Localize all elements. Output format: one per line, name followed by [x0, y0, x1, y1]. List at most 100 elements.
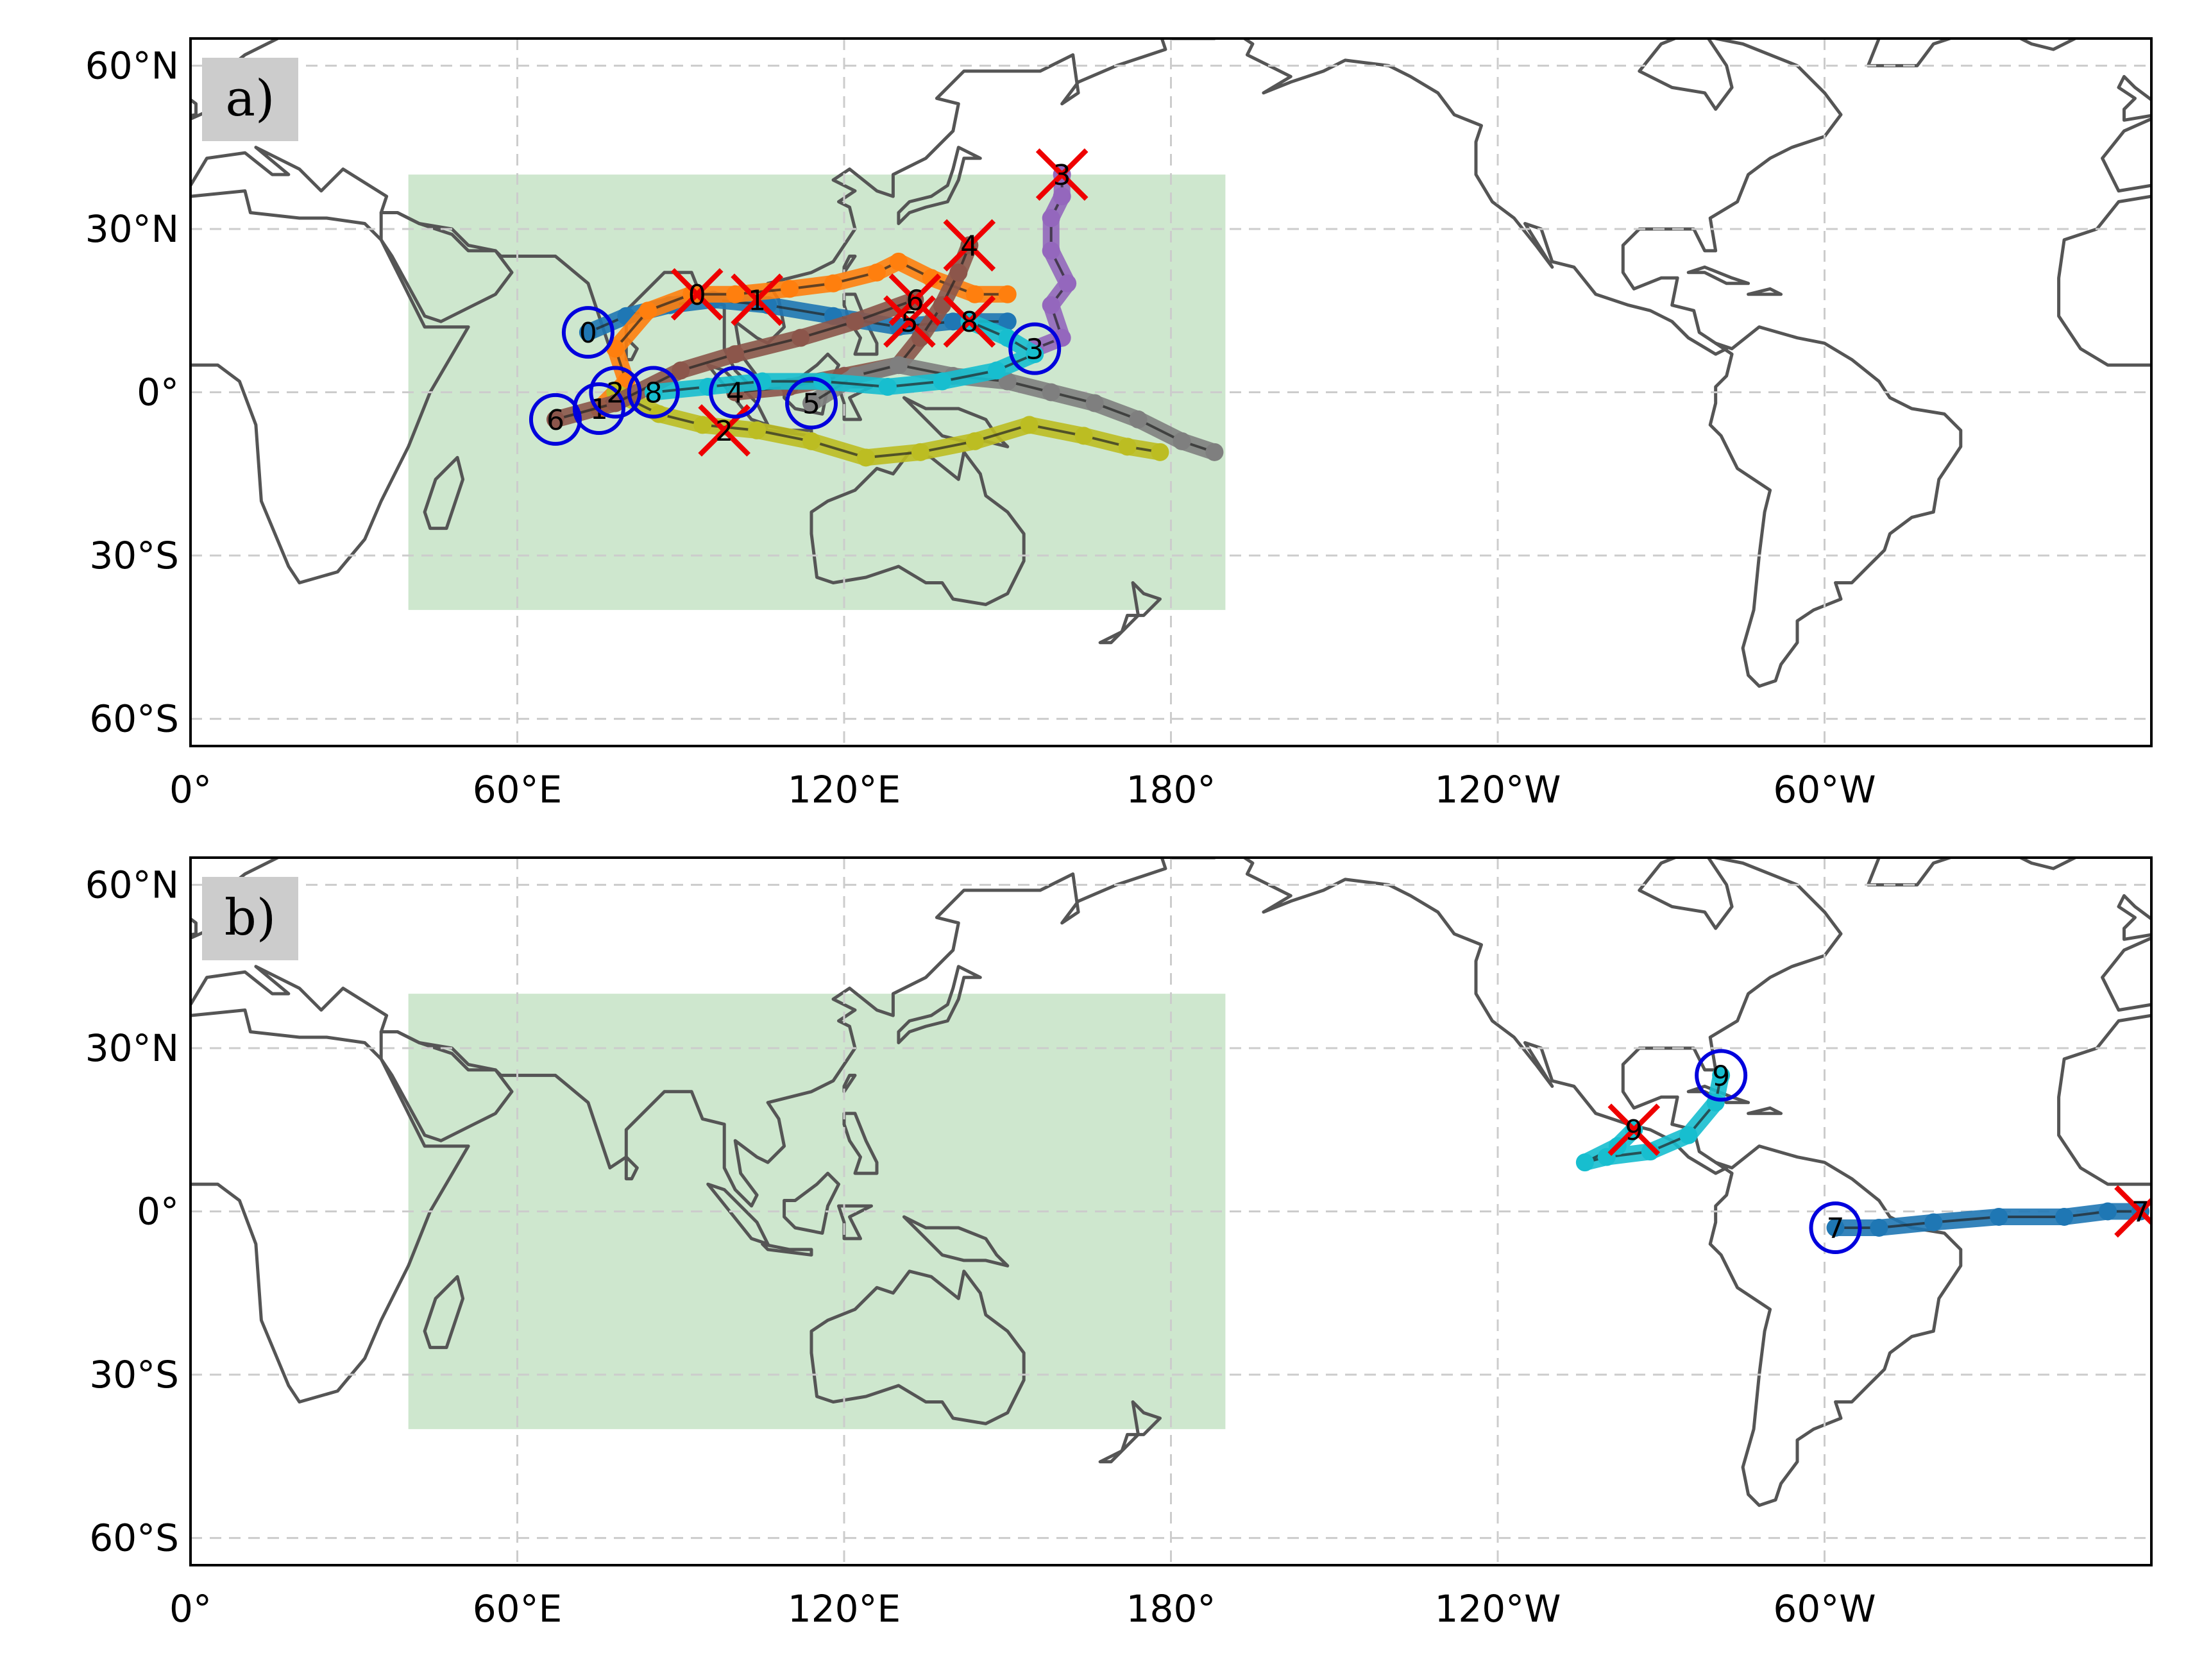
coastline-australia	[809, 450, 1026, 606]
track-point	[845, 312, 864, 331]
track-point	[1118, 437, 1137, 456]
track-6	[546, 291, 924, 428]
map-frame	[189, 856, 2153, 1566]
start-label-2: 2	[606, 377, 624, 410]
track-point	[781, 280, 799, 298]
track-point	[1026, 345, 1044, 364]
end-label-7: 7	[2131, 1196, 2149, 1229]
track-point	[792, 328, 810, 347]
track-point	[748, 421, 767, 439]
track-point	[1129, 410, 1148, 428]
end-marker-7	[2114, 1185, 2151, 1238]
y-tick-label: 0°	[137, 1190, 179, 1234]
end-marker-9	[1607, 1103, 1661, 1157]
track-point	[579, 323, 597, 342]
track-point	[1990, 1207, 2008, 1226]
coastline-taiwan	[842, 1073, 857, 1094]
x-tick-label: 60°E	[473, 1587, 562, 1631]
track-point	[1074, 427, 1093, 445]
y-tick-label: 60°S	[89, 697, 179, 741]
end-label-6: 6	[906, 284, 924, 317]
end-label-0: 0	[688, 279, 706, 312]
track-point	[1575, 1153, 1594, 1172]
y-tick-label: 30°S	[89, 534, 179, 577]
track-point	[1826, 1218, 1845, 1237]
track-point	[965, 285, 984, 303]
start-label-5: 5	[802, 387, 820, 420]
track-point	[1042, 208, 1060, 227]
coastline-britain	[191, 98, 198, 117]
track-point	[1058, 274, 1077, 293]
start-marker-3	[1008, 322, 1062, 375]
start-marker-2	[589, 366, 642, 419]
track-point	[965, 432, 984, 450]
coastline-north-america	[1241, 858, 1843, 1175]
coastline-iceland	[2019, 858, 2077, 870]
track-point	[867, 263, 886, 282]
track-point	[824, 274, 843, 293]
track-point	[1042, 383, 1060, 402]
x-tick-label: 0°	[169, 1587, 212, 1631]
coastline-hispaniola	[1747, 287, 1783, 296]
track-point	[911, 443, 929, 461]
start-marker-4	[709, 366, 762, 419]
x-tick-label: 180°	[1126, 768, 1216, 811]
track-2	[606, 383, 1169, 467]
x-tick-label: 120°W	[1434, 768, 1561, 811]
end-label-1: 1	[748, 284, 766, 317]
track-point	[639, 301, 657, 320]
track-point	[998, 285, 1017, 303]
panel-label: a)	[226, 70, 275, 128]
coastline-africa	[191, 189, 470, 584]
coastline-australia	[809, 1269, 1026, 1425]
end-marker-1	[731, 273, 783, 327]
start-marker-8	[627, 366, 680, 419]
start-label-9: 9	[1712, 1060, 1730, 1092]
y-tick-label: 30°N	[85, 1026, 179, 1070]
end-label-8: 8	[960, 306, 978, 339]
coastline-java	[761, 1242, 813, 1257]
coastline-britain	[191, 917, 198, 937]
coastline-taiwan	[842, 254, 857, 275]
track-point	[693, 416, 712, 434]
track-point	[998, 312, 1017, 331]
track-point	[802, 432, 821, 450]
y-tick-label: 60°S	[89, 1516, 179, 1560]
start-label-0: 0	[579, 317, 597, 350]
end-label-4: 4	[960, 230, 978, 262]
track-centerline-5	[810, 364, 1216, 454]
y-tick-label: 30°S	[89, 1353, 179, 1396]
coastline-britain	[2117, 74, 2151, 122]
track-point	[889, 252, 908, 271]
coastline-britain	[2117, 894, 2151, 941]
track-point	[672, 361, 690, 380]
coastline-greenland	[1866, 858, 1955, 887]
track-7	[1826, 1202, 2150, 1237]
y-tick-label: 60°N	[85, 44, 179, 87]
coastline-philippines	[842, 1112, 879, 1175]
track-point	[726, 345, 745, 364]
start-marker-5	[785, 377, 838, 430]
end-label-2: 2	[715, 415, 733, 448]
x-tick-label: 60°W	[1773, 1587, 1876, 1631]
end-marker-5	[883, 295, 936, 348]
coastline-sri-lanka	[624, 1155, 639, 1181]
coastline-japan	[897, 146, 982, 225]
coastline-new-guinea	[902, 396, 1010, 448]
coastline-cuba	[1686, 265, 1750, 285]
track-point	[1679, 1126, 1698, 1144]
track-point	[1042, 296, 1060, 314]
track-point	[944, 312, 962, 331]
track-point	[998, 372, 1017, 391]
coastline-greenland	[1866, 38, 1955, 67]
x-tick-label: 60°E	[473, 768, 562, 811]
end-marker-3	[1035, 148, 1089, 201]
map-plot-area: 7 7 9 9	[191, 858, 2151, 1565]
start-label-3: 3	[1026, 334, 1044, 366]
track-point	[1053, 187, 1071, 206]
start-marker-7	[1809, 1201, 1862, 1254]
track-point	[644, 383, 663, 402]
